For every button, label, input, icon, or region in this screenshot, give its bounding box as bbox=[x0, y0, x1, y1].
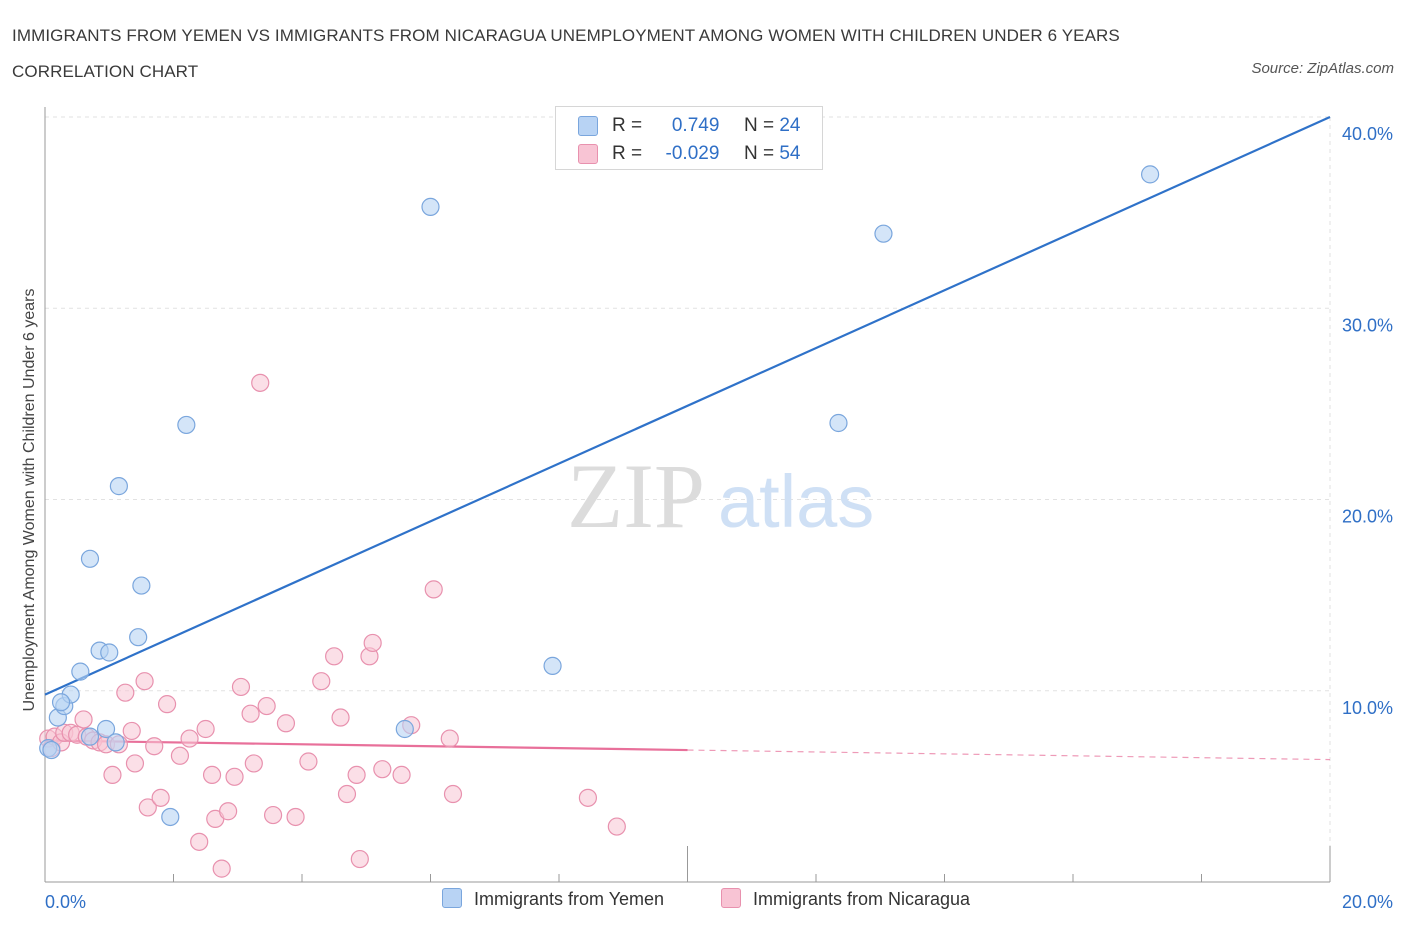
tick-labels: 10.0% 20.0% 30.0% 40.0% 0.0% 20.0% bbox=[45, 124, 1393, 912]
legend-r-label: R = bbox=[612, 115, 643, 136]
yemen-swatch-icon bbox=[578, 116, 598, 136]
nicaragua-point bbox=[122, 721, 141, 741]
yemen-point bbox=[80, 549, 100, 568]
nicaragua-point bbox=[145, 737, 164, 756]
yemen-point bbox=[161, 807, 180, 827]
y-tick-label: 10.0% bbox=[1342, 698, 1393, 718]
x-tick-label-min: 0.0% bbox=[45, 892, 86, 912]
nicaragua-point bbox=[251, 373, 270, 392]
nicaragua-point bbox=[299, 752, 318, 771]
nicaragua-point bbox=[196, 719, 215, 739]
nicaragua-point bbox=[607, 817, 626, 836]
nicaragua-point bbox=[74, 710, 93, 729]
nicaragua-point bbox=[325, 647, 344, 666]
legend-yemen-r: 0.749 bbox=[671, 115, 720, 136]
legend-yemen-n: 24 bbox=[779, 115, 801, 136]
chart-title: IMMIGRANTS FROM YEMEN VS IMMIGRANTS FROM… bbox=[12, 26, 1120, 81]
nicaragua-legend-icon bbox=[721, 888, 741, 908]
nicaragua-swatch-icon bbox=[578, 144, 598, 164]
nicaragua-point bbox=[125, 754, 145, 773]
yemen-point bbox=[109, 477, 128, 496]
nicaragua-point bbox=[244, 754, 263, 773]
watermark-zip: ZIP bbox=[567, 445, 705, 547]
nicaragua-point bbox=[257, 696, 276, 716]
source-label: Source: ZipAtlas.com bbox=[1251, 60, 1394, 77]
nicaragua-point bbox=[116, 683, 135, 702]
nicaragua-point bbox=[225, 767, 244, 786]
nicaragua-point bbox=[241, 704, 260, 723]
yemen-point bbox=[829, 413, 848, 433]
legend-n-label: N = bbox=[743, 115, 775, 136]
yemen-point bbox=[106, 733, 125, 752]
nicaragua-point bbox=[157, 695, 177, 714]
legend-n-label: N = bbox=[743, 143, 775, 164]
yemen-point bbox=[132, 576, 151, 595]
watermark-atlas: atlas bbox=[718, 460, 874, 543]
yemen-point bbox=[395, 719, 414, 739]
y-tick-label: 40.0% bbox=[1342, 124, 1393, 144]
nicaragua-point bbox=[276, 714, 296, 733]
bottom-legend-yemen-label: Immigrants from Yemen bbox=[474, 889, 665, 909]
nicaragua-point bbox=[312, 672, 331, 691]
nicaragua-point bbox=[151, 788, 170, 807]
y-tick-label: 20.0% bbox=[1342, 507, 1393, 527]
legend-r-label: R = bbox=[612, 143, 643, 164]
nicaragua-point bbox=[170, 746, 190, 765]
nicaragua-point bbox=[138, 798, 157, 817]
nicaragua-point bbox=[337, 784, 357, 804]
nicaragua-point bbox=[363, 633, 382, 653]
nicaragua-point bbox=[219, 802, 238, 821]
correlation-legend: R = 0.749 N = 24 R = -0.029 N = 54 bbox=[555, 106, 823, 170]
nicaragua-point bbox=[331, 708, 350, 727]
nicaragua-point bbox=[440, 729, 459, 748]
yemen-point bbox=[80, 727, 100, 746]
nicaragua-point bbox=[443, 784, 463, 804]
yemen-points bbox=[39, 165, 1160, 827]
yemen-point bbox=[129, 628, 148, 647]
trend-lines bbox=[44, 115, 1331, 761]
legend-nicaragua-n: 54 bbox=[779, 143, 801, 164]
yemen-point bbox=[177, 415, 196, 435]
yemen-point bbox=[543, 656, 562, 675]
yemen-point bbox=[71, 662, 90, 681]
nicaragua-point bbox=[180, 729, 199, 748]
nicaragua-points bbox=[39, 373, 626, 878]
x-tick-label-max: 20.0% bbox=[1342, 892, 1393, 912]
bottom-legend-yemen: Immigrants from Yemen bbox=[442, 888, 664, 910]
nicaragua-point bbox=[392, 765, 411, 785]
yemen-point bbox=[1140, 165, 1160, 184]
nicaragua-point bbox=[578, 788, 598, 807]
yemen-point bbox=[874, 224, 893, 243]
nicaragua-point bbox=[103, 765, 122, 785]
nicaragua-point bbox=[347, 765, 366, 785]
nicaragua-trend-line-dashed bbox=[687, 749, 1331, 761]
yemen-trend-line bbox=[44, 115, 1331, 696]
watermark: ZIP atlas bbox=[567, 445, 874, 547]
nicaragua-trend-line bbox=[44, 739, 688, 752]
bottom-legend-nicaragua-label: Immigrants from Nicaragua bbox=[753, 889, 971, 909]
nicaragua-point bbox=[190, 832, 209, 851]
yemen-point bbox=[421, 197, 440, 216]
bottom-legend-nicaragua: Immigrants from Nicaragua bbox=[721, 888, 970, 910]
nicaragua-point bbox=[263, 805, 283, 825]
nicaragua-point bbox=[424, 580, 443, 599]
yemen-point bbox=[42, 740, 61, 760]
nicaragua-point bbox=[231, 677, 251, 697]
nicaragua-point bbox=[135, 672, 154, 691]
legend-nicaragua-r: -0.029 bbox=[665, 143, 720, 164]
yemen-point bbox=[51, 693, 71, 712]
nicaragua-point bbox=[202, 765, 222, 785]
y-tick-label: 30.0% bbox=[1342, 315, 1393, 335]
nicaragua-point bbox=[373, 760, 392, 779]
nicaragua-point bbox=[286, 807, 305, 827]
nicaragua-point bbox=[212, 859, 231, 878]
yemen-point bbox=[96, 719, 116, 739]
nicaragua-point bbox=[350, 849, 369, 869]
yemen-legend-icon bbox=[442, 888, 462, 908]
yemen-point bbox=[100, 643, 119, 662]
